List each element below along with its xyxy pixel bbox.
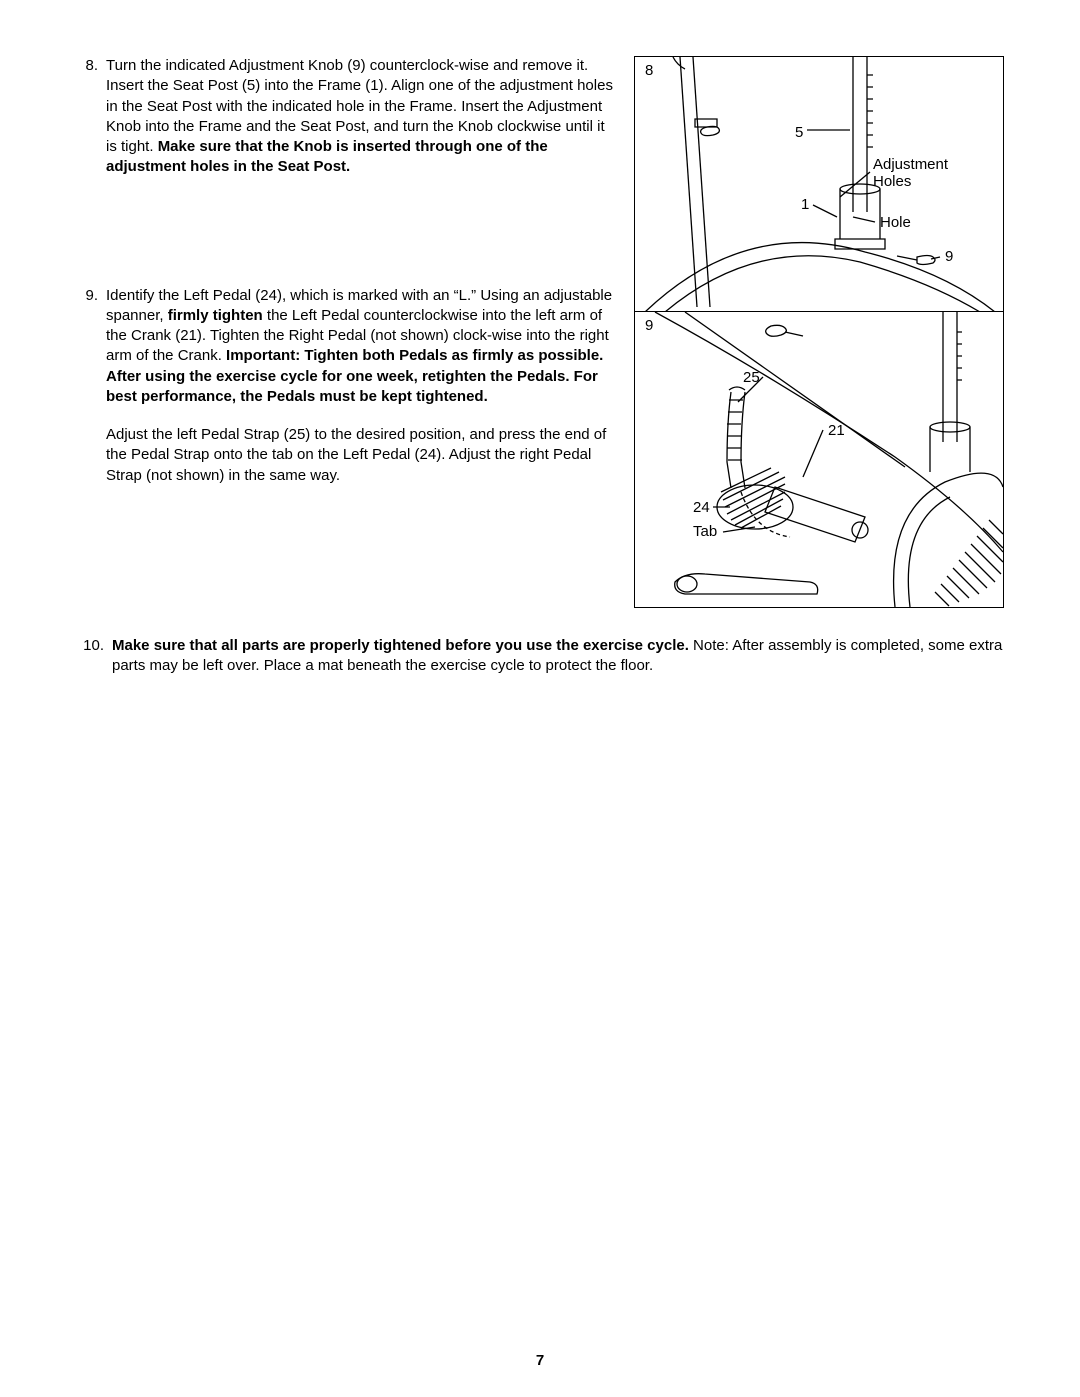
step-8-bold: Make sure that the Knob is inserted thro…	[106, 138, 548, 175]
step-10-list: 10. Make sure that all parts are properl…	[76, 636, 1004, 677]
step-10-number: 10.	[76, 636, 104, 677]
figure-panel-9: 9 25 21 24 Tab	[635, 312, 1003, 607]
step-10-body: Make sure that all parts are properly ti…	[112, 636, 1004, 677]
fig8-panel-number: 8	[645, 63, 653, 80]
figure-panel-8: 8 5 Adjustment Holes 1 Hole 9	[635, 57, 1003, 312]
step-8-9-row: 8. Turn the indicated Adjustment Knob (9…	[76, 56, 1004, 608]
step-9-text-3: Adjust the left Pedal Strap (25) to the …	[106, 425, 614, 486]
fig8-label-1: 1	[801, 197, 809, 214]
fig8-drawing	[635, 57, 1005, 312]
step-8-number: 8.	[76, 56, 98, 178]
step-10: 10. Make sure that all parts are properl…	[76, 636, 1004, 677]
step-8: 8. Turn the indicated Adjustment Knob (9…	[76, 56, 614, 178]
fig9-label-24: 24	[693, 500, 710, 517]
step-10-bold: Make sure that all parts are properly ti…	[112, 637, 689, 654]
fig8-label-9: 9	[945, 249, 953, 266]
page-number: 7	[0, 1351, 1080, 1371]
text-column: 8. Turn the indicated Adjustment Knob (9…	[76, 56, 614, 608]
fig9-label-25: 25	[743, 370, 760, 387]
step-9: 9. Identify the Left Pedal (24), which i…	[76, 286, 614, 486]
step-8-body: Turn the indicated Adjustment Knob (9) c…	[106, 56, 614, 178]
fig9-label-21: 21	[828, 423, 845, 440]
fig9-panel-number: 9	[645, 318, 653, 335]
figure-column: 8 5 Adjustment Holes 1 Hole 9	[634, 56, 1004, 608]
figure-box: 8 5 Adjustment Holes 1 Hole 9	[634, 56, 1004, 608]
step-9-bold-1: firmly tighten	[168, 307, 263, 324]
fig9-drawing	[635, 312, 1005, 607]
fig8-label-adjustment-holes: Adjustment Holes	[873, 157, 948, 190]
fig8-label-5: 5	[795, 125, 803, 142]
fig9-label-tab: Tab	[693, 524, 717, 541]
fig8-label-hole: Hole	[880, 215, 911, 232]
step-9-number: 9.	[76, 286, 98, 486]
step-9-body: Identify the Left Pedal (24), which is m…	[106, 286, 614, 486]
